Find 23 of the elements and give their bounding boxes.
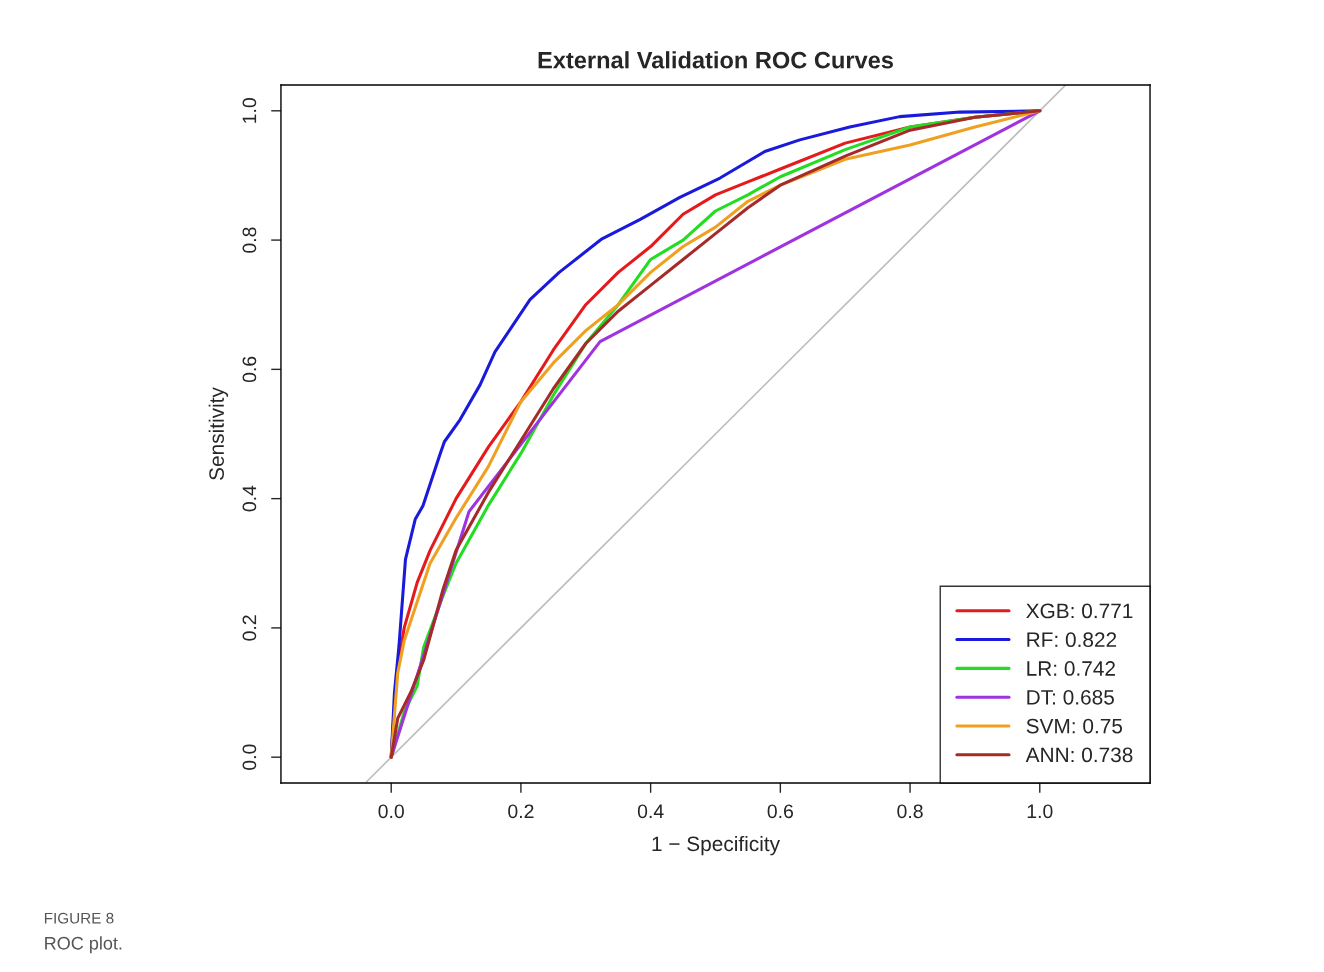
text: ROC plot. [45,936,122,954]
legend-label: RF: 0.822 [1027,632,1117,648]
x-tick-label: 0.0 [378,804,404,819]
legend-label: ANN: 0.738 [1025,747,1133,763]
legend-label: XGB: 0.771 [1026,603,1133,619]
y-tick-label: 0.6 [242,356,257,383]
chart-title: External Validation ROC Curves [538,51,893,69]
x-tick-label: 0.4 [637,804,664,819]
y-tick-label: 0.8 [242,227,257,253]
x-tick-label: 1.0 [1027,804,1053,819]
legend-label: SVM: 0.75 [1026,718,1123,734]
y-axis-title: Sensitivity [208,387,229,480]
y-tick-label: 1.0 [242,98,257,123]
y-tick-label: 0.2 [242,615,257,641]
caption: FIGURE 8 [44,912,114,924]
legend-label: LR: 0.742 [1027,661,1115,676]
legend-label: DT: 0.685 [1027,689,1114,705]
x-tick-label: 0.6 [767,804,794,819]
y-tick-label: 0.0 [242,744,257,770]
x-axis-title: 1 − Specificity [652,835,781,856]
x-tick-label: 0.2 [508,804,534,819]
y-tick-label: 0.4 [242,485,257,512]
x-tick-label: 0.8 [897,804,923,819]
